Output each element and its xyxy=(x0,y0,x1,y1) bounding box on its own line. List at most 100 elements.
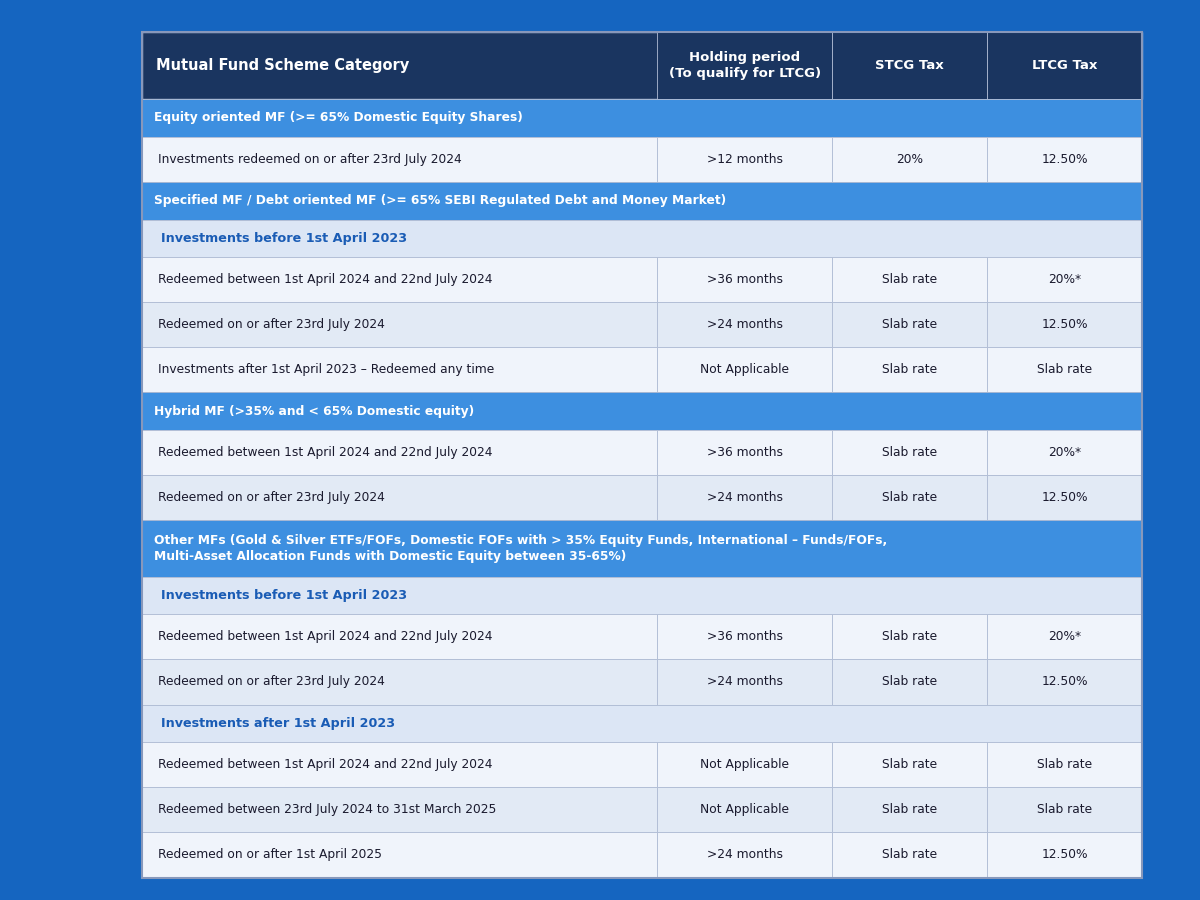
Text: Hybrid MF (>35% and < 65% Domestic equity): Hybrid MF (>35% and < 65% Domestic equit… xyxy=(154,405,474,418)
Bar xyxy=(832,347,988,392)
Text: 20%*: 20%* xyxy=(1049,274,1081,286)
Bar xyxy=(142,832,658,878)
Text: 12.50%: 12.50% xyxy=(1042,849,1088,861)
Text: Slab rate: Slab rate xyxy=(1037,804,1092,816)
Text: 12.50%: 12.50% xyxy=(1042,153,1088,166)
Bar xyxy=(142,788,658,832)
Text: Slab rate: Slab rate xyxy=(1037,364,1092,376)
Text: Redeemed on or after 23rd July 2024: Redeemed on or after 23rd July 2024 xyxy=(158,491,385,504)
Text: Slab rate: Slab rate xyxy=(882,804,937,816)
Bar xyxy=(988,302,1142,347)
Bar xyxy=(658,32,832,99)
Text: Redeemed between 1st April 2024 and 22nd July 2024: Redeemed between 1st April 2024 and 22nd… xyxy=(158,758,493,771)
Text: Holding period
(To qualify for LTCG): Holding period (To qualify for LTCG) xyxy=(668,51,821,79)
Text: Other MFs (Gold & Silver ETFs/FOFs, Domestic FOFs with > 35% Equity Funds, Inter: Other MFs (Gold & Silver ETFs/FOFs, Dome… xyxy=(154,534,887,563)
Bar xyxy=(832,615,988,660)
Text: Slab rate: Slab rate xyxy=(882,319,937,331)
Bar xyxy=(142,615,658,660)
Text: >24 months: >24 months xyxy=(707,849,782,861)
Text: Not Applicable: Not Applicable xyxy=(700,758,790,771)
Bar xyxy=(142,660,658,705)
Bar xyxy=(658,302,832,347)
Bar xyxy=(142,475,658,520)
Text: Investments redeemed on or after 23rd July 2024: Investments redeemed on or after 23rd Ju… xyxy=(158,153,462,166)
Text: Slab rate: Slab rate xyxy=(882,491,937,504)
Text: >12 months: >12 months xyxy=(707,153,782,166)
Bar xyxy=(142,430,658,475)
Text: 12.50%: 12.50% xyxy=(1042,491,1088,504)
Text: >36 months: >36 months xyxy=(707,630,782,644)
Text: Redeemed on or after 1st April 2025: Redeemed on or after 1st April 2025 xyxy=(158,849,383,861)
Text: >24 months: >24 months xyxy=(707,319,782,331)
Text: >24 months: >24 months xyxy=(707,676,782,688)
Text: Slab rate: Slab rate xyxy=(882,364,937,376)
Bar xyxy=(832,832,988,878)
Text: Investments before 1st April 2023: Investments before 1st April 2023 xyxy=(161,232,407,245)
Bar xyxy=(142,392,1142,430)
Bar xyxy=(988,430,1142,475)
Bar xyxy=(988,347,1142,392)
Bar xyxy=(988,475,1142,520)
Bar xyxy=(142,705,1142,742)
Bar xyxy=(832,742,988,788)
Bar xyxy=(988,742,1142,788)
Bar xyxy=(988,660,1142,705)
Text: >36 months: >36 months xyxy=(707,274,782,286)
Text: Equity oriented MF (>= 65% Domestic Equity Shares): Equity oriented MF (>= 65% Domestic Equi… xyxy=(154,112,522,124)
Bar xyxy=(832,302,988,347)
Text: Specified MF / Debt oriented MF (>= 65% SEBI Regulated Debt and Money Market): Specified MF / Debt oriented MF (>= 65% … xyxy=(154,194,726,207)
Text: Investments before 1st April 2023: Investments before 1st April 2023 xyxy=(161,589,407,602)
Bar xyxy=(658,137,832,182)
Text: LTCG Tax: LTCG Tax xyxy=(1032,58,1098,72)
Bar xyxy=(658,832,832,878)
Text: 20%*: 20%* xyxy=(1049,446,1081,459)
Text: 12.50%: 12.50% xyxy=(1042,676,1088,688)
Bar xyxy=(832,32,988,99)
Text: Investments after 1st April 2023: Investments after 1st April 2023 xyxy=(161,716,395,730)
Bar xyxy=(142,32,1142,99)
Text: Slab rate: Slab rate xyxy=(882,676,937,688)
Text: Slab rate: Slab rate xyxy=(882,849,937,861)
Text: >36 months: >36 months xyxy=(707,446,782,459)
Text: Redeemed between 1st April 2024 and 22nd July 2024: Redeemed between 1st April 2024 and 22nd… xyxy=(158,446,493,459)
Text: Investments after 1st April 2023 – Redeemed any time: Investments after 1st April 2023 – Redee… xyxy=(158,364,494,376)
Bar xyxy=(142,182,1142,220)
Bar xyxy=(832,475,988,520)
Bar xyxy=(988,788,1142,832)
Text: Redeemed between 1st April 2024 and 22nd July 2024: Redeemed between 1st April 2024 and 22nd… xyxy=(158,274,493,286)
Bar xyxy=(658,742,832,788)
Bar xyxy=(142,520,1142,577)
Text: Mutual Fund Scheme Category: Mutual Fund Scheme Category xyxy=(156,58,409,73)
Text: Slab rate: Slab rate xyxy=(882,630,937,644)
Bar xyxy=(658,475,832,520)
Text: Redeemed between 23rd July 2024 to 31st March 2025: Redeemed between 23rd July 2024 to 31st … xyxy=(158,804,497,816)
Bar xyxy=(142,257,658,302)
Bar xyxy=(988,32,1142,99)
Bar xyxy=(832,257,988,302)
Text: >24 months: >24 months xyxy=(707,491,782,504)
Text: Not Applicable: Not Applicable xyxy=(700,364,790,376)
Text: Redeemed on or after 23rd July 2024: Redeemed on or after 23rd July 2024 xyxy=(158,676,385,688)
Bar xyxy=(832,660,988,705)
Bar xyxy=(142,220,1142,257)
Text: Redeemed between 1st April 2024 and 22nd July 2024: Redeemed between 1st April 2024 and 22nd… xyxy=(158,630,493,644)
Text: 12.50%: 12.50% xyxy=(1042,319,1088,331)
Text: Slab rate: Slab rate xyxy=(882,758,937,771)
Bar xyxy=(142,577,1142,615)
Bar xyxy=(988,615,1142,660)
Text: Not Applicable: Not Applicable xyxy=(700,804,790,816)
Bar xyxy=(142,302,658,347)
Bar xyxy=(988,257,1142,302)
Bar xyxy=(142,347,658,392)
Bar xyxy=(658,788,832,832)
Bar xyxy=(658,660,832,705)
Bar xyxy=(142,137,658,182)
Bar xyxy=(142,99,1142,137)
Text: Slab rate: Slab rate xyxy=(882,274,937,286)
Text: Redeemed on or after 23rd July 2024: Redeemed on or after 23rd July 2024 xyxy=(158,319,385,331)
Bar xyxy=(658,347,832,392)
Text: 20%: 20% xyxy=(896,153,923,166)
Bar xyxy=(832,788,988,832)
Text: Slab rate: Slab rate xyxy=(882,446,937,459)
Text: STCG Tax: STCG Tax xyxy=(875,58,944,72)
